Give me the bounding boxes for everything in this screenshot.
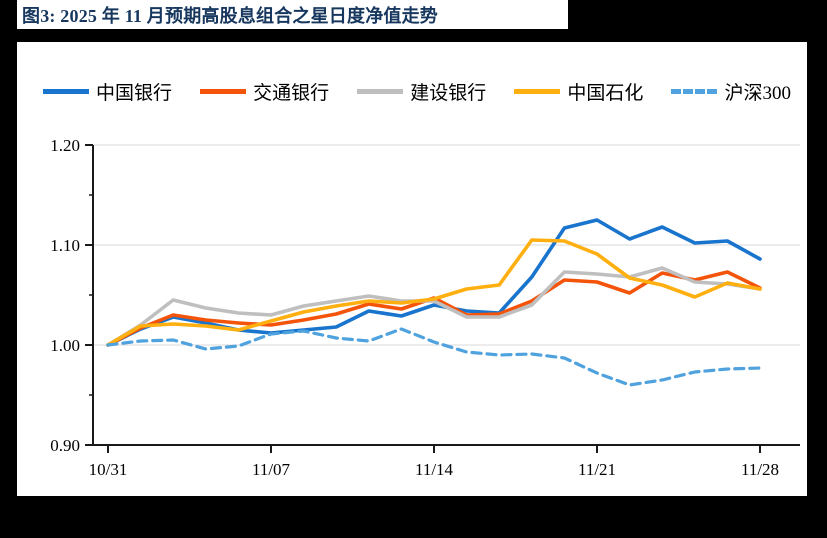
y-tick-label: 1.20 bbox=[50, 136, 80, 155]
legend-line-sample bbox=[514, 89, 561, 94]
chart-legend: 中国银行 交通银行 建设银行 中国石化 沪深300 bbox=[43, 78, 791, 105]
series-line-2 bbox=[106, 266, 762, 347]
legend-line-sample bbox=[671, 89, 718, 94]
legend-label: 中国石化 bbox=[567, 83, 644, 104]
legend-item-zhongguo-yinhang: 中国银行 bbox=[43, 78, 172, 105]
figure-title-bar: 图3: 2025 年 11 月预期高股息组合之星日度净值走势 bbox=[17, 0, 568, 29]
legend-item-jiaotong-yinhang: 交通银行 bbox=[200, 78, 329, 105]
x-tick-label: 11/21 bbox=[578, 460, 616, 479]
legend-line-sample bbox=[43, 89, 89, 94]
legend-line-sample bbox=[357, 89, 404, 94]
series-line-4 bbox=[106, 327, 762, 387]
y-tick-label: 0.90 bbox=[50, 436, 80, 455]
legend-label: 中国银行 bbox=[96, 83, 173, 104]
chart-panel: 1.20 1.10 1.00 0.90 10/31 11/07 11/14 11/21 11/2… bbox=[17, 42, 807, 496]
x-tick-label: 11/28 bbox=[741, 460, 779, 479]
x-tick-label: 11/07 bbox=[252, 460, 291, 479]
x-tick-label: 10/31 bbox=[89, 460, 128, 479]
y-tick-label: 1.10 bbox=[50, 236, 80, 255]
legend-label: 建设银行 bbox=[410, 83, 487, 104]
legend-label: 交通银行 bbox=[253, 83, 330, 104]
series-line-0 bbox=[106, 218, 762, 347]
x-tick-label: 11/14 bbox=[415, 460, 454, 479]
chart-svg: 1.20 1.10 1.00 0.90 10/31 11/07 11/14 11/21 11/2… bbox=[50, 136, 800, 479]
series-line-3 bbox=[106, 238, 762, 347]
legend-line-sample bbox=[200, 89, 247, 94]
figure-title: 图3: 2025 年 11 月预期高股息组合之星日度净值走势 bbox=[22, 5, 438, 26]
y-tick-label: 1.00 bbox=[50, 336, 80, 355]
legend-item-jianshe-yinhang: 建设银行 bbox=[357, 78, 486, 105]
legend-label: 沪深300 bbox=[724, 83, 791, 104]
legend-item-zhongguo-shihua: 中国石化 bbox=[514, 78, 643, 105]
legend-item-hushen300: 沪深300 bbox=[671, 78, 791, 105]
